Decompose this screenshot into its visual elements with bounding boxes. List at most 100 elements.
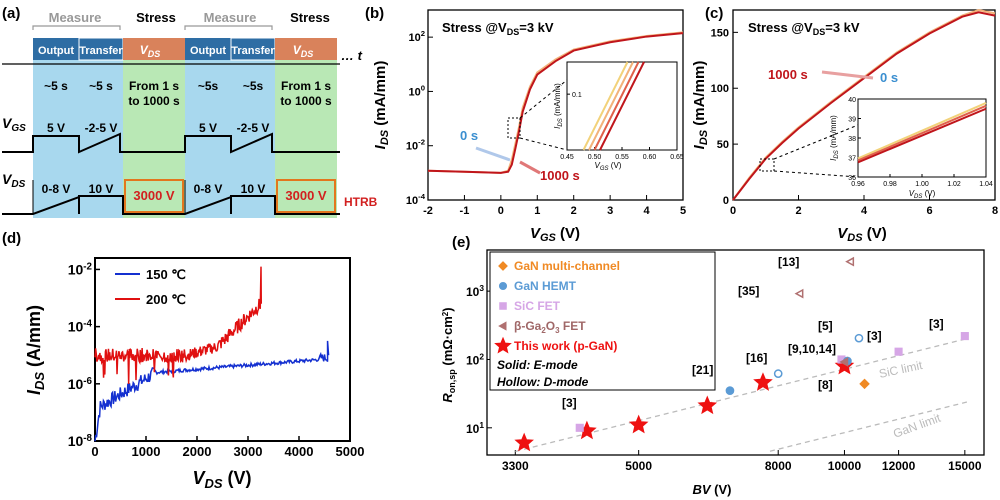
plot-c-annot-1000s: 1000 s xyxy=(768,67,808,82)
measure-bg-2 xyxy=(185,38,275,218)
vgs-value-2: -2-5 V xyxy=(85,121,118,135)
output-header-1 xyxy=(33,38,79,60)
plot-c-ytick-label: 0 xyxy=(723,195,729,207)
plot-b-xtick-label: -2 xyxy=(423,205,433,217)
stress-group-label-2: Stress xyxy=(290,10,330,25)
legend-note-dmode: Hollow: D-mode xyxy=(497,375,589,389)
plot-c-xtick-label: 4 xyxy=(861,205,868,217)
vds-value-5: 10 V xyxy=(241,182,266,196)
plot-d-xtick-label: 3000 xyxy=(234,444,263,459)
plot-e-ytick-label: 103 xyxy=(466,283,484,299)
plot-c-inset-line-0 xyxy=(857,101,987,160)
plot-c-inset-xtick-label: 1.02 xyxy=(947,181,961,188)
plot-c-ytick-label: 150 xyxy=(711,27,729,39)
plot-c-annot-0s: 0 s xyxy=(880,70,898,85)
plot-b-inset-xtick-label: 0.55 xyxy=(615,154,629,161)
plot-c-xtick-label: 6 xyxy=(926,205,932,217)
plot-d-ytick-label: 10-6 xyxy=(68,376,93,392)
plot-c-inset-ytick-label: 40 xyxy=(848,97,856,104)
plot-e-point-10 xyxy=(725,386,735,395)
vds-value-2: 10 V xyxy=(89,182,114,196)
ref-16: [16] xyxy=(746,351,767,365)
vgs-waveform xyxy=(2,132,340,154)
panel-a-label: (a) xyxy=(2,5,20,22)
duration-6-line2: to 1000 s xyxy=(280,94,332,108)
legend-note-emode: Solid: E-mode xyxy=(497,358,578,372)
plot-b-ytick-label: 10-4 xyxy=(406,192,426,207)
legend-marker-1 xyxy=(498,281,508,291)
plot-c-inset-ytick-label: 39 xyxy=(848,117,856,124)
stress-group-label-1: Stress xyxy=(136,10,176,25)
plot-c-axes: 0 2 4 6 8 0 50 100 150 xyxy=(711,27,998,217)
plot-d-legend-150: 150 ℃ xyxy=(146,267,186,282)
output-label-2: Output xyxy=(190,45,226,57)
plot-e-point-11 xyxy=(773,369,783,379)
duration-6-line1: From 1 s xyxy=(281,79,331,93)
plot-b-annot-0s: 0 s xyxy=(460,128,478,143)
plot-d-frame xyxy=(94,257,351,442)
plot-b-inset-xlabel: VGS (V) xyxy=(595,161,622,172)
plot-c-inset-xtick-label: 1.00 xyxy=(915,181,929,188)
plot-b-zoom-line-1 xyxy=(519,79,568,119)
plot-b-inset: 0.45 0.50 0.55 0.60 0.65 0.1 xyxy=(560,61,684,161)
duration-2: ~5 s xyxy=(89,79,113,93)
legend-marker-2 xyxy=(499,302,507,310)
plot-b-arrow-0s xyxy=(475,146,511,162)
plot-b-inset-line-0 xyxy=(582,61,629,151)
plot-e-point-16 xyxy=(794,288,804,299)
plot-b-arrow-1000s xyxy=(519,160,541,175)
plot-c-xtick-label: 8 xyxy=(992,205,998,217)
stress-header-1 xyxy=(123,38,185,60)
stress-header-2 xyxy=(275,38,337,60)
ref-3-15000: [3] xyxy=(929,317,944,331)
panel-e-benchmark-chart: (e) 3300 5000 8000 10000 12000 15000 101 102 103… xyxy=(440,234,985,497)
plot-e-point-3 xyxy=(697,395,718,415)
legend-marker-0 xyxy=(498,261,508,271)
ref-35: [35] xyxy=(738,284,759,298)
panel-c-label: (c) xyxy=(705,5,723,22)
vds-waveform xyxy=(2,195,340,215)
plot-b-inset-line-2 xyxy=(593,61,640,151)
plot-e-point-8 xyxy=(960,332,969,341)
plot-e-limit-lines xyxy=(515,337,969,453)
plot-e-sic-limit-label: SiC limit xyxy=(878,358,925,381)
plot-e-ytick-label: 102 xyxy=(466,351,484,367)
vgs-value-1: 5 V xyxy=(47,121,65,135)
plot-b-annot-1000s: 1000 s xyxy=(540,168,580,183)
output-header-2 xyxy=(185,38,231,60)
panel-b-label: (b) xyxy=(365,5,384,22)
plot-e-xtick-label: 12000 xyxy=(882,459,916,473)
time-axis-label: … t xyxy=(341,48,363,63)
plot-c-zoom-line-2 xyxy=(773,170,859,178)
vds-stress-value-2: 3000 V xyxy=(285,188,327,203)
plot-e-point-0 xyxy=(514,432,534,452)
plot-c-xlabel: VDS (V) xyxy=(837,225,886,244)
duration-1: ~5 s xyxy=(44,79,68,93)
sic-limit-line xyxy=(515,337,969,453)
plot-e-xtick-label: 8000 xyxy=(765,459,792,473)
ref-3-4100: [3] xyxy=(562,396,577,410)
plot-b-ylabel: IDS (mA/mm) xyxy=(372,61,391,150)
plot-b-ytick-label: 102 xyxy=(408,29,425,44)
plot-e-point-4 xyxy=(753,372,773,391)
plot-d-xtick-label: 1000 xyxy=(132,444,161,459)
plot-c-ytick-label: 50 xyxy=(717,139,729,151)
measure-group-label-1: Measure xyxy=(49,10,102,25)
plot-d-ylabel: IDS (A/mm) xyxy=(24,305,47,395)
measure-group-label-2: Measure xyxy=(204,10,257,25)
ref-13: [13] xyxy=(778,255,799,269)
plot-b-title: Stress @VDS=3 kV xyxy=(442,20,554,37)
plot-b-axes: -2 -1 0 1 2 3 4 5 10-4 10-2 100 102 xyxy=(406,29,686,217)
plot-b-inset-line-1 xyxy=(588,61,634,151)
stress-bg-2 xyxy=(275,38,337,218)
transfer-label-1: Transfer xyxy=(79,45,123,57)
vgs-value-4: 5 V xyxy=(199,121,217,135)
plot-b-ytick-label: 100 xyxy=(408,83,425,98)
duration-3-line2: to 1000 s xyxy=(128,94,180,108)
plot-b-inset-xtick-label: 0.50 xyxy=(588,154,602,161)
plot-c-inset-xtick-label: 0.96 xyxy=(851,181,865,188)
stress-vds-label-2: VDS xyxy=(293,43,314,59)
plot-d-series-200C xyxy=(94,266,263,385)
panel-d-htrb-chart: (d) 0 1000 2000 3000 4000 5000 10-8 10-6 10-4 10-… xyxy=(2,230,364,491)
